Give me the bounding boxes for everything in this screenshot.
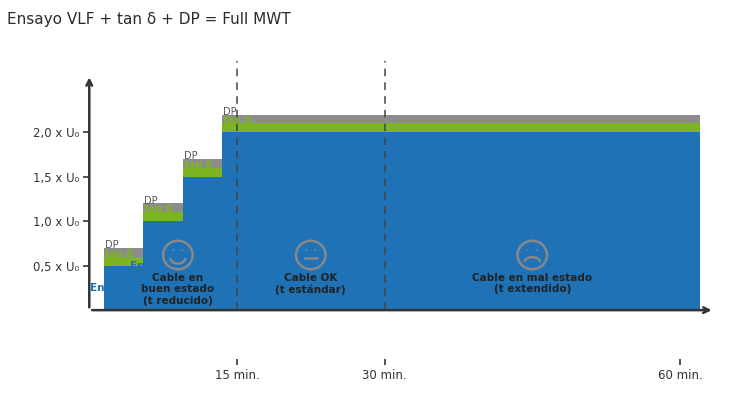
FancyBboxPatch shape xyxy=(104,248,144,257)
FancyBboxPatch shape xyxy=(144,212,183,221)
Text: Ensayo VLF: Ensayo VLF xyxy=(169,238,236,248)
FancyBboxPatch shape xyxy=(183,177,222,310)
Text: tan δ: tan δ xyxy=(184,160,212,170)
Text: Ensayo VLF: Ensayo VLF xyxy=(129,261,196,271)
Text: Ensayo VLF + tan δ + DP = Full MWT: Ensayo VLF + tan δ + DP = Full MWT xyxy=(7,12,291,27)
FancyBboxPatch shape xyxy=(222,124,699,132)
Ellipse shape xyxy=(306,249,307,251)
Ellipse shape xyxy=(182,249,183,251)
Text: Cable en
buen estado
(t reducido): Cable en buen estado (t reducido) xyxy=(141,273,214,306)
FancyBboxPatch shape xyxy=(183,168,222,177)
Ellipse shape xyxy=(314,249,316,251)
Text: tan δ: tan δ xyxy=(105,249,133,259)
FancyBboxPatch shape xyxy=(144,204,183,212)
Text: DP: DP xyxy=(144,196,158,206)
Text: DP: DP xyxy=(184,151,197,161)
FancyBboxPatch shape xyxy=(104,257,144,266)
Text: DP: DP xyxy=(223,107,237,117)
Text: Cable en mal estado
(t extendido): Cable en mal estado (t extendido) xyxy=(472,273,592,295)
FancyBboxPatch shape xyxy=(144,221,183,310)
Ellipse shape xyxy=(536,249,538,251)
FancyBboxPatch shape xyxy=(222,115,699,124)
Text: tan δ: tan δ xyxy=(223,115,251,125)
Text: Cable OK
(t estándar): Cable OK (t estándar) xyxy=(275,273,346,295)
Text: tan δ: tan δ xyxy=(144,204,173,214)
Text: DP: DP xyxy=(105,240,118,250)
Ellipse shape xyxy=(173,249,174,251)
FancyBboxPatch shape xyxy=(222,132,699,310)
Text: Ensayo VLF: Ensayo VLF xyxy=(90,283,157,293)
Text: Ensayo VLF: Ensayo VLF xyxy=(440,216,507,226)
FancyBboxPatch shape xyxy=(183,159,222,168)
FancyBboxPatch shape xyxy=(104,266,144,310)
Ellipse shape xyxy=(527,249,529,251)
